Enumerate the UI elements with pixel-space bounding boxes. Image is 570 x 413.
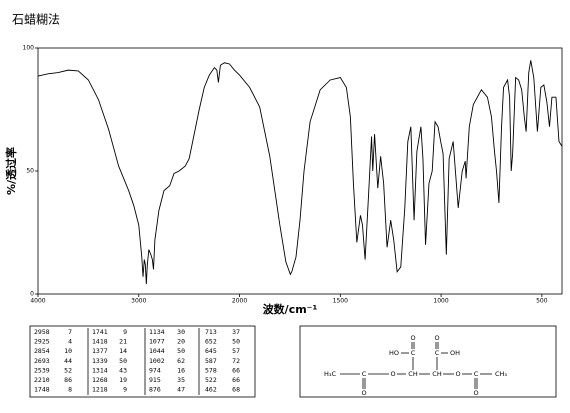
peak-transmittance: 16	[177, 366, 185, 374]
x-tick-label: 1000	[433, 298, 448, 305]
peak-transmittance: 66	[232, 376, 240, 384]
x-tick-label: 3000	[131, 298, 146, 305]
peak-transmittance: 47	[177, 386, 185, 394]
y-axis-label: %/透过率	[4, 147, 18, 195]
plot-frame	[37, 47, 563, 295]
peak-transmittance: 37	[232, 328, 240, 336]
peak-wavenumber: 974	[149, 366, 161, 374]
peak-transmittance: 7	[68, 328, 72, 336]
spectrum-line	[37, 60, 563, 285]
peak-transmittance: 9	[123, 328, 127, 336]
peak-transmittance: 14	[119, 347, 127, 355]
peak-transmittance: 50	[232, 338, 240, 346]
x-tick-label: 2000	[232, 298, 247, 305]
peak-wavenumber: 652	[205, 338, 217, 346]
peak-transmittance: 4	[68, 338, 72, 346]
atom: O	[361, 389, 366, 397]
peak-transmittance: 20	[177, 338, 185, 346]
peak-wavenumber: 1268	[92, 376, 108, 384]
atom: OH	[450, 349, 460, 357]
peak-wavenumber: 645	[205, 347, 217, 355]
atom: O	[434, 334, 439, 342]
peak-transmittance: 30	[177, 328, 185, 336]
peak-wavenumber: 2958	[34, 328, 50, 336]
x-axis-label: 波数/cm⁻¹	[263, 302, 318, 316]
atom: C	[362, 370, 367, 378]
peak-wavenumber: 578	[205, 366, 217, 374]
peak-transmittance: 68	[232, 386, 240, 394]
peak-wavenumber: 522	[205, 376, 217, 384]
atom: O	[410, 334, 415, 342]
structure-atoms: O O HO C C OH H₃C C O CH CH O C CH₃ O O	[324, 334, 507, 397]
peak-wavenumber: 2925	[34, 338, 50, 346]
peak-transmittance: 72	[232, 357, 240, 365]
atom: C	[435, 349, 440, 357]
peak-transmittance: 50	[177, 347, 185, 355]
peak-transmittance: 21	[119, 338, 127, 346]
peak-wavenumber: 1002	[149, 357, 165, 365]
peak-wavenumber: 713	[205, 328, 217, 336]
peak-transmittance: 86	[64, 376, 72, 384]
x-tick-label: 500	[536, 298, 548, 305]
peak-wavenumber: 915	[149, 376, 161, 384]
peak-wavenumber: 2539	[34, 366, 50, 374]
atom: O	[455, 370, 460, 378]
atom: C	[474, 370, 479, 378]
peak-transmittance: 19	[119, 376, 127, 384]
atom: C	[411, 349, 416, 357]
peak-table-frame	[29, 325, 256, 398]
peak-transmittance: 9	[123, 386, 127, 394]
peak-wavenumber: 1377	[92, 347, 108, 355]
peak-transmittance: 52	[64, 366, 72, 374]
atom: CH	[432, 370, 442, 378]
peak-transmittance: 44	[64, 357, 72, 365]
table-dividers	[87, 328, 200, 395]
atom: HO	[389, 349, 399, 357]
peak-wavenumber: 2854	[34, 347, 50, 355]
peak-wavenumber: 876	[149, 386, 161, 394]
chart-title: 石蜡糊法	[12, 12, 60, 27]
structure-bonds	[340, 342, 492, 389]
peak-wavenumber: 1418	[92, 338, 108, 346]
peak-transmittance: 35	[177, 376, 185, 384]
peak-wavenumber: 1339	[92, 357, 108, 365]
peak-wavenumber: 1077	[149, 338, 165, 346]
peak-transmittance: 43	[119, 366, 127, 374]
y-tick-label: 0	[30, 291, 34, 298]
peak-transmittance: 66	[232, 366, 240, 374]
peak-wavenumber: 1748	[34, 386, 50, 394]
atom: H₃C	[324, 370, 336, 378]
atom: CH	[408, 370, 418, 378]
peak-transmittance: 57	[232, 347, 240, 355]
peak-transmittance: 10	[64, 347, 72, 355]
peak-wavenumber: 1741	[92, 328, 108, 336]
peak-wavenumber: 1044	[149, 347, 165, 355]
peak-wavenumber: 462	[205, 386, 217, 394]
structure-frame	[299, 325, 557, 398]
x-tick-label: 1500	[333, 298, 348, 305]
peak-table: 2958 7 2925 4 2854 10 2693 44 2539 52 2210 86 1748 8 1…	[34, 328, 240, 394]
peak-wavenumber: 1134	[149, 328, 165, 336]
y-tick-label: 50	[26, 168, 34, 175]
peak-wavenumber: 2693	[34, 357, 50, 365]
peak-wavenumber: 1314	[92, 366, 108, 374]
y-tick-label: 100	[23, 45, 35, 52]
peak-transmittance: 50	[119, 357, 127, 365]
peak-transmittance: 62	[177, 357, 185, 365]
atom: O	[390, 370, 395, 378]
peak-transmittance: 8	[68, 386, 72, 394]
peak-wavenumber: 2210	[34, 376, 50, 384]
x-tick-label: 4000	[30, 298, 45, 305]
peak-wavenumber: 587	[205, 357, 217, 365]
atom: O	[473, 389, 478, 397]
atom: CH₃	[495, 370, 507, 378]
peak-wavenumber: 1218	[92, 386, 108, 394]
plot: 4000 3000 2000 1500 1000 500 0 50 100	[23, 45, 563, 305]
